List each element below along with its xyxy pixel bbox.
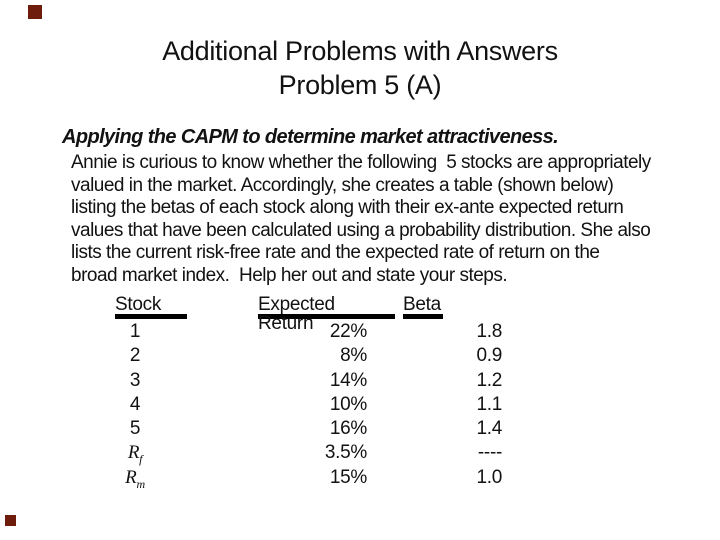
stock-cell: Rm (125, 466, 145, 491)
body-line: values that have been calculated using a… (71, 219, 651, 241)
stock-cell: 4 (129, 393, 141, 415)
title-line-1: Additional Problems with Answers (162, 36, 558, 66)
beta-cell: 1.1 (476, 393, 502, 415)
body-line: broad market index. Help her out and sta… (71, 264, 508, 286)
expected-return-cell: 14% (329, 369, 367, 391)
table-row: 2 8% 0.9 (0, 344, 720, 368)
table-header-row: Stock Expected Return Beta (0, 295, 720, 333)
corner-accent-square-bottom (5, 515, 16, 526)
table-header-beta: Beta (403, 295, 443, 319)
beta-cell: 1.2 (476, 369, 502, 391)
table-row-risk-free: Rf 3.5% ---- (0, 441, 720, 466)
body-line: lists the current risk-free rate and the… (71, 242, 600, 264)
stock-cell: 3 (129, 369, 141, 391)
expected-return-cell: 16% (329, 418, 367, 440)
body-line: Annie is curious to know whether the fol… (71, 152, 651, 173)
stock-cell: 1 (129, 321, 141, 342)
table-row: 3 14% 1.2 (0, 369, 720, 393)
title-line-2: Problem 5 (A) (278, 70, 442, 100)
expected-return-cell: 15% (329, 466, 367, 488)
stock-cell: Rf (127, 442, 143, 467)
table-row: 5 16% 1.4 (0, 417, 720, 441)
expected-return-cell: 3.5% (324, 442, 367, 464)
expected-return-cell: 22% (329, 321, 367, 342)
table-header-stock: Stock (115, 295, 187, 319)
table-row: 4 10% 1.1 (0, 393, 720, 417)
expected-return-cell: 10% (329, 393, 367, 415)
expected-return-cell: 8% (340, 345, 367, 367)
beta-cell: 0.9 (476, 345, 502, 367)
beta-cell: 1.4 (476, 418, 502, 440)
table-row-market-return: Rm 15% 1.0 (0, 466, 720, 491)
body-line: listing the betas of each stock along wi… (71, 197, 624, 219)
problem-description: Annie is curious to know whether the fol… (71, 152, 651, 288)
problem-heading: Applying the CAPM to determine market at… (62, 126, 559, 148)
table-header-expected-return: Expected Return (258, 295, 395, 333)
beta-cell: 1.0 (476, 466, 502, 488)
beta-cell: ---- (477, 442, 502, 464)
stocks-table: Stock Expected Return Beta 1 22% 1.8 2 8… (0, 295, 720, 491)
stock-cell: 5 (129, 418, 141, 440)
slide-title: Additional Problems with Answers Problem… (0, 34, 720, 102)
beta-cell: 1.8 (476, 321, 502, 342)
stock-cell: 2 (129, 345, 141, 367)
body-line: valued in the market. Accordingly, she c… (71, 174, 614, 196)
table-row: 1 22% 1.8 (0, 320, 720, 344)
corner-accent-square-top (28, 5, 42, 19)
